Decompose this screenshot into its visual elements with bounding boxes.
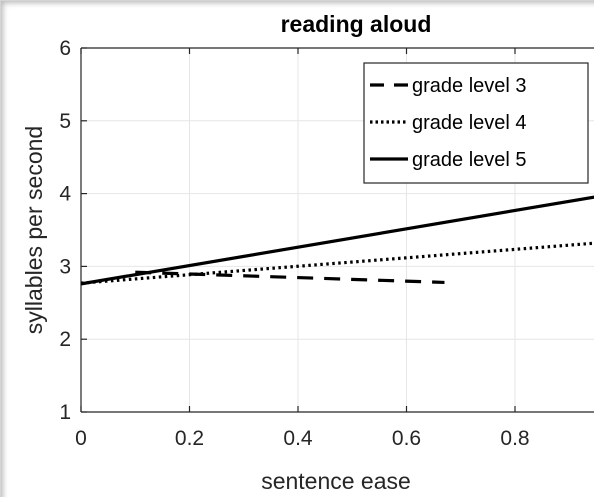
- x-axis-label: sentence ease: [261, 468, 411, 494]
- x-tick-label: 0.2: [175, 427, 204, 450]
- series-lines: [80, 195, 594, 286]
- y-tick-label: 1: [59, 401, 71, 424]
- legend-box: [363, 62, 589, 184]
- series-line-3: [135, 270, 445, 285]
- series-line-4: [80, 241, 594, 285]
- legend-label: grade level 4: [412, 112, 527, 134]
- x-tick-label: 0: [75, 427, 87, 450]
- x-tick-label: 0.8: [500, 427, 529, 450]
- tick-labels: 1 2 3 4 5 6 0 0.2 0.4 0.6 0.8: [59, 37, 529, 450]
- y-tick-label: 5: [59, 110, 71, 133]
- x-tick-label: 0.6: [392, 427, 421, 450]
- y-tick-label: 6: [59, 37, 71, 60]
- legend-label: grade level 5: [412, 149, 527, 171]
- y-tick-label: 2: [59, 328, 71, 351]
- chart-title: reading aloud: [281, 11, 432, 37]
- legend-label: grade level 3: [412, 75, 527, 97]
- axes: [80, 47, 594, 413]
- y-tick-label: 4: [59, 183, 71, 206]
- x-tick-label: 0.4: [283, 427, 313, 450]
- y-tick-label: 3: [59, 255, 71, 278]
- legend: grade level 3 grade level 4 grade level 5: [363, 62, 589, 184]
- y-axis-label: syllables per second: [21, 126, 47, 334]
- series-line-5: [80, 195, 594, 286]
